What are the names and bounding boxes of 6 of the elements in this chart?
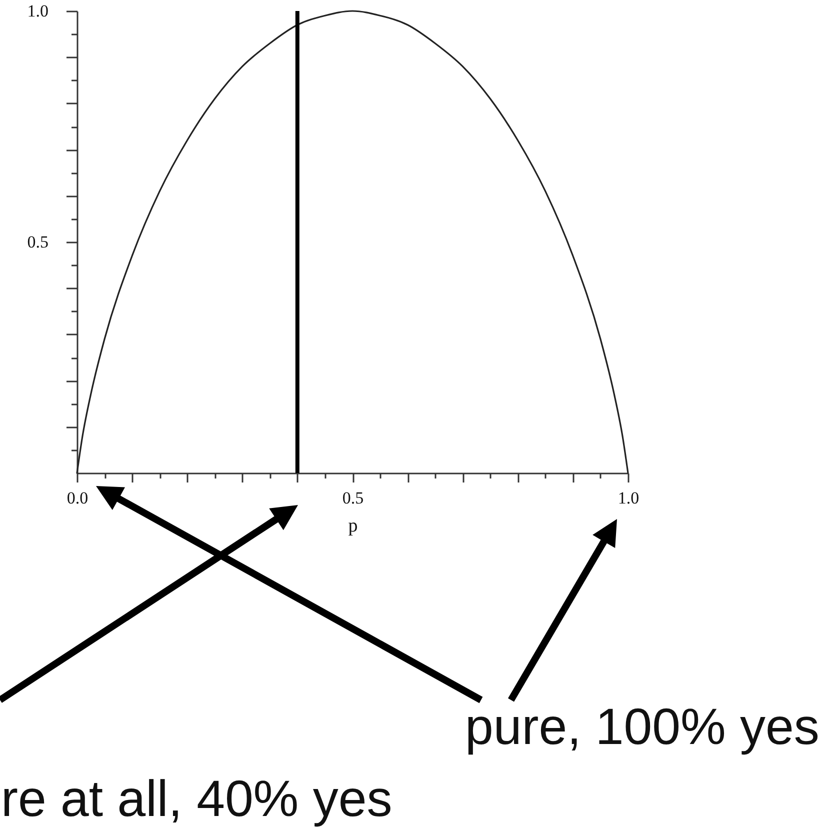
x-tick-label: 0.0 xyxy=(66,488,88,508)
x-tick-label: 1.0 xyxy=(618,488,640,508)
text: re at all, 40% yes xyxy=(1,770,392,827)
x-tick-label: 0.5 xyxy=(342,488,364,508)
x-axis-title: p xyxy=(348,516,358,536)
text: pure, 100% yes xyxy=(465,698,820,755)
